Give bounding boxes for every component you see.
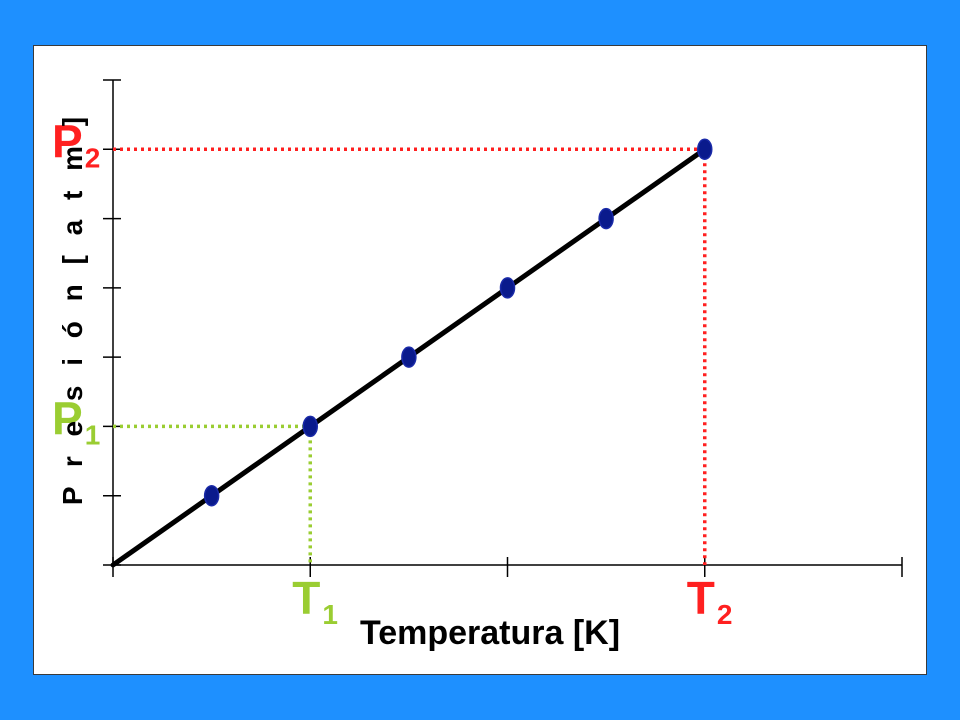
data-point [203, 484, 220, 507]
guide-lines [113, 147, 707, 565]
data-point [401, 346, 417, 368]
annotation-labels: P1 T1 P2 T2 [52, 115, 732, 630]
x-marker-label-2: T2 [687, 572, 733, 630]
data-point [697, 138, 713, 161]
x-marker-label-1: T1 [292, 572, 338, 630]
y-marker-label-2: P2 [52, 115, 100, 173]
data-points [203, 138, 713, 507]
axes [103, 79, 903, 577]
x-axis-label: Temperatura [K] [360, 614, 620, 652]
data-point [598, 207, 614, 230]
data-point [499, 277, 516, 299]
data-point [302, 415, 318, 438]
y-marker-label-1: P1 [52, 392, 100, 450]
y-axis-label: P r e s i ó n [ a t m ] [57, 111, 88, 505]
